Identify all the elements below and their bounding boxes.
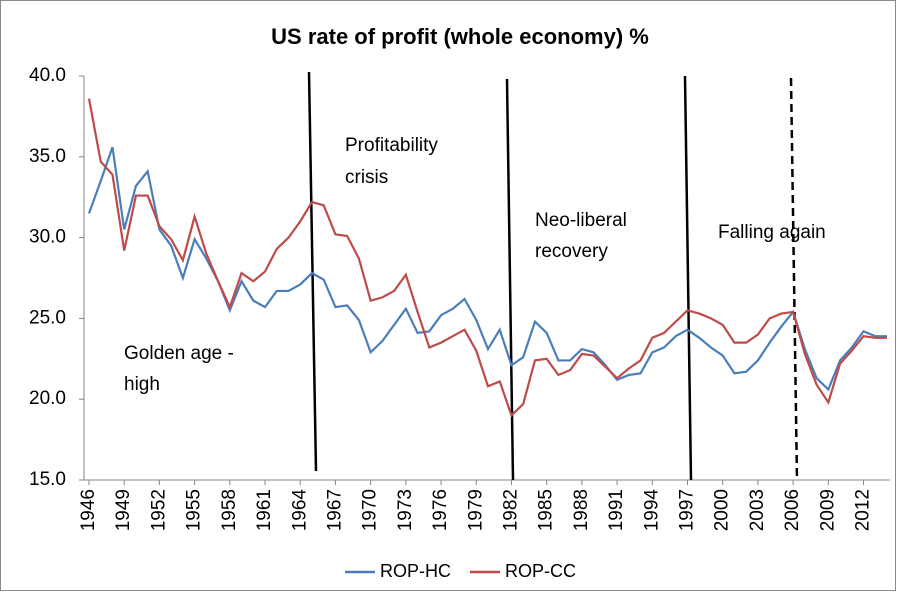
x-tick-label: 1973 [395,489,416,531]
annotation: Falling again [718,222,826,243]
legend-label: ROP-CC [505,561,576,581]
y-tick-label: 30.0 [29,227,66,248]
x-tick-label: 2006 [782,489,803,531]
x-tick-label: 2012 [853,489,874,531]
divider [789,77,799,481]
x-tick-label: 1952 [148,489,169,531]
x-tick-label: 1997 [677,489,698,531]
x-tick-label: 1949 [113,489,134,531]
y-tick-label: 25.0 [29,307,66,328]
divider [505,78,515,481]
x-tick-label: 1967 [324,489,345,531]
x-tick-label: 2000 [712,489,733,531]
chart-title: US rate of profit (whole economy) % [271,24,649,49]
x-tick-label: 1961 [254,489,275,531]
annotation: Golden age - [124,343,234,364]
x-tick-label: 1955 [184,489,205,531]
y-tick-label: 20.0 [29,388,66,409]
annotation: high [124,374,160,395]
annotation: crisis [345,167,388,188]
x-tick-label: 2003 [747,489,768,531]
x-tick-label: 1991 [606,489,627,531]
x-tick-label: 1970 [360,489,381,531]
x-tick-label: 1979 [465,489,486,531]
annotation: Profitability [345,135,438,156]
x-tick-label: 1988 [571,489,592,531]
y-tick-label: 15.0 [29,469,66,490]
x-tick-label: 2009 [817,489,838,531]
x-tick-label: 1994 [641,489,662,532]
x-tick-label: 1985 [536,489,557,531]
annotation: recovery [535,241,608,262]
x-tick-label: 1982 [500,489,521,531]
y-tick-label: 40.0 [29,65,66,86]
x-tick-label: 1958 [219,489,240,531]
x-tick-label: 1964 [289,489,310,532]
y-tick-label: 35.0 [29,146,66,167]
x-tick-label: 1976 [430,489,451,531]
x-tick-label: 1946 [78,489,99,531]
legend-label: ROP-HC [380,561,451,581]
annotation: Neo-liberal [535,210,627,231]
divider [683,75,693,481]
divider [307,71,318,472]
series-line [87,98,887,418]
